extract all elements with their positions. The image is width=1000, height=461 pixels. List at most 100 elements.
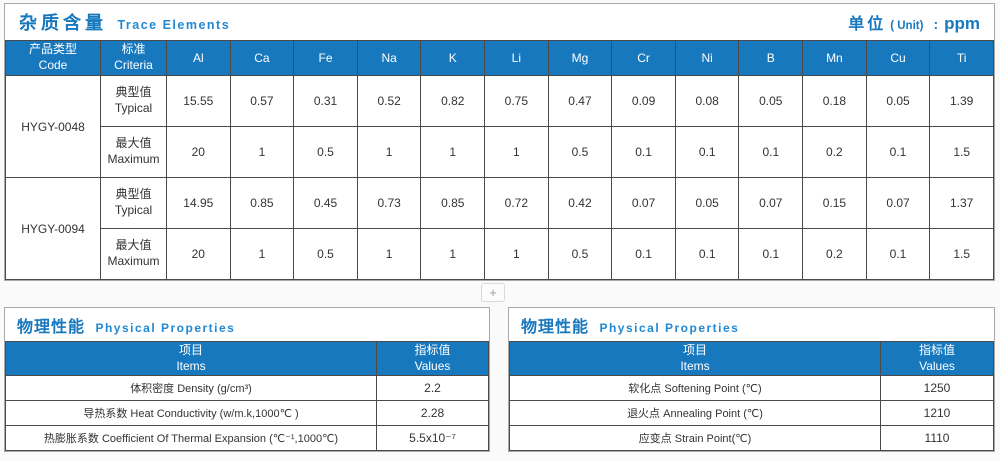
trace-value-cell: 1.39 [929,75,994,127]
trace-value-cell: 0.42 [547,177,613,229]
trace-value-cell: 0.31 [293,75,358,127]
unit-colon: : [933,16,939,32]
column-header-items: 项目 Items [509,341,881,376]
property-item: 退火点 Annealing Point (℃) [509,400,881,426]
element-column-header: Li [484,40,549,76]
trace-value-cell: 0.18 [802,75,867,127]
trace-value-cell: 0.5 [547,228,613,280]
property-value: 1110 [880,425,994,451]
trace-value-cell: 0.1 [611,126,676,178]
table-row-heat-conductivity: 导热系数 Heat Conductivity (w/m.k,1000℃ ) 2.… [5,400,489,426]
property-value: 2.28 [376,400,489,426]
trace-value-cell: 1.5 [929,228,994,280]
trace-value-cell: 0.05 [738,75,804,127]
property-value: 2.2 [376,375,489,401]
criteria-maximum-en: Maximum [107,152,160,166]
trace-value-cell: 0.09 [611,75,676,127]
physical-properties-left-section: 物理性能 Physical Properties 项目 Items 指标值 Va… [4,307,490,452]
physical-right-title: 物理性能 Physical Properties [521,313,739,337]
physical-left-title-en: Physical Properties [95,320,236,335]
trace-value-cell: 0.5 [547,126,613,178]
element-column-header: B [738,40,804,76]
element-column-header: Ni [674,40,740,76]
trace-value-cell: 1 [484,126,549,178]
product-code-cell: HYGY-0048 [5,75,101,178]
trace-value-cell: 14.95 [166,177,231,229]
expand-button[interactable]: + [481,283,505,302]
trace-value-cell: 0.2 [802,126,867,178]
physical-right-title-en: Physical Properties [599,320,740,335]
column-header-items-en: Items [176,358,206,373]
property-item: 热膨胀系数 Coefficient Of Thermal Expansion (… [5,425,377,451]
physical-properties-right-section: 物理性能 Physical Properties 项目 Items 指标值 Va… [508,307,995,452]
trace-header-row: 产品类型 Code 标准 Criteria Al Ca Fe Na K Li M… [5,40,994,76]
physical-properties-right-table: 项目 Items 指标值 Values 软化点 Softening Point … [509,341,994,451]
trace-value-cell: 1 [229,228,295,280]
unit-en: ( Unit) [890,20,924,32]
trace-value-cell: 0.5 [293,228,358,280]
trace-elements-section: 杂质含量 Trace Elements 单位 ( Unit) : ppm 产品类… [4,3,995,281]
table-row-0094-maximum: 最大值 Maximum 20 1 0.5 1 1 1 0.5 0.1 0.1 0… [6,228,994,280]
element-column-header: K [420,40,486,76]
unit-value: ppm [944,14,980,33]
property-value: 1210 [880,400,994,426]
trace-value-cell: 0.75 [484,75,549,127]
table-row-annealing-point: 退火点 Annealing Point (℃) 1210 [509,400,994,426]
trace-title-en: Trace Elements [117,18,231,32]
column-header-criteria-zh: 标准 [121,42,146,57]
trace-value-cell: 0.07 [611,177,676,229]
criteria-typical-zh: 典型值 [115,85,152,100]
table-row-density: 体积密度 Density (g/cm³) 2.2 [5,375,489,401]
column-header-values-en: Values [414,358,451,373]
trace-value-cell: 0.85 [229,177,295,229]
table-row-0048-maximum: 最大值 Maximum 20 1 0.5 1 1 1 0.5 0.1 0.1 0… [6,126,994,178]
column-header-code-en: Code [38,58,68,72]
criteria-cell-typical: 典型值 Typical [100,75,167,127]
trace-value-cell: 0.1 [865,228,931,280]
trace-value-cell: 0.1 [738,228,804,280]
unit-zh: 单位 [848,16,887,33]
trace-value-cell: 0.1 [674,228,740,280]
trace-value-cell: 1 [356,228,422,280]
trace-value-cell: 20 [166,228,231,280]
criteria-cell-maximum: 最大值 Maximum [100,228,167,280]
column-header-values: 指标值 Values [376,341,489,376]
trace-value-cell: 1 [420,228,486,280]
physical-right-header-row: 项目 Items 指标值 Values [509,341,994,376]
trace-title: 杂质含量 Trace Elements [19,9,230,35]
property-item: 导热系数 Heat Conductivity (w/m.k,1000℃ ) [5,400,377,426]
element-column-header: Ca [229,40,295,76]
criteria-maximum-zh: 最大值 [115,238,152,253]
table-row-softening-point: 软化点 Softening Point (℃) 1250 [509,375,994,401]
physical-properties-left-table: 项目 Items 指标值 Values 体积密度 Density (g/cm³)… [5,341,489,451]
column-header-items: 项目 Items [5,341,377,376]
column-header-values-zh: 指标值 [918,342,955,357]
table-row-strain-point: 应变点 Strain Point(℃) 1110 [509,425,994,451]
criteria-cell-maximum: 最大值 Maximum [100,126,167,178]
column-header-items-zh: 项目 [682,342,707,357]
trace-title-bar: 杂质含量 Trace Elements 单位 ( Unit) : ppm [5,4,994,40]
column-header-code: 产品类型 Code [5,40,101,76]
physical-left-title: 物理性能 Physical Properties [17,313,235,337]
element-column-header: Cr [611,40,676,76]
element-column-header: Fe [293,40,358,76]
physical-right-title-zh: 物理性能 [521,318,590,336]
trace-value-cell: 0.05 [865,75,931,127]
trace-value-cell: 0.45 [293,177,358,229]
column-header-items-zh: 项目 [178,342,203,357]
trace-title-zh: 杂质含量 [19,13,107,33]
trace-value-cell: 0.08 [674,75,740,127]
trace-value-cell: 0.52 [356,75,422,127]
trace-value-cell: 0.1 [738,126,804,178]
property-item: 软化点 Softening Point (℃) [509,375,881,401]
table-row-0048-typical: HYGY-0048 典型值 Typical 15.55 0.57 0.31 0.… [5,75,994,178]
trace-value-cell: 0.1 [611,228,676,280]
trace-value-cell: 0.07 [738,177,804,229]
trace-value-cell: 15.55 [166,75,231,127]
property-value: 1250 [880,375,994,401]
trace-value-cell: 1.37 [929,177,994,229]
column-header-values: 指标值 Values [880,341,994,376]
element-column-header: Al [166,40,231,76]
column-header-criteria-en: Criteria [114,58,153,72]
trace-value-cell: 0.1 [865,126,931,178]
